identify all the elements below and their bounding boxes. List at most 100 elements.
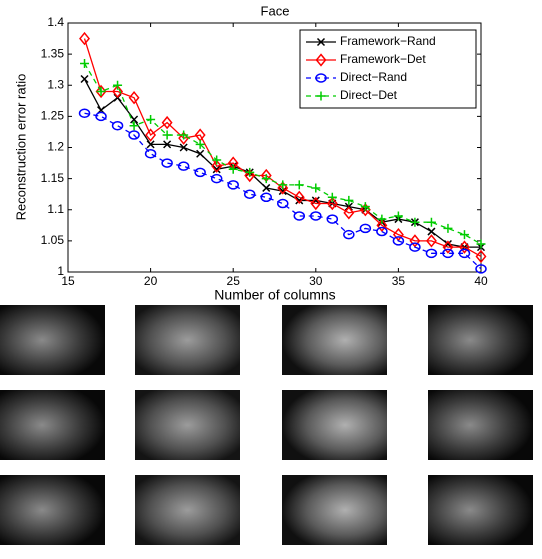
marker [392, 236, 405, 246]
y-tick-label: 1.25 [41, 109, 65, 123]
marker [475, 264, 487, 274]
marker [377, 214, 387, 224]
marker [427, 227, 436, 236]
marker [79, 31, 90, 46]
face-row [0, 475, 533, 545]
marker [245, 167, 255, 177]
marker [130, 115, 139, 124]
marker [359, 203, 371, 217]
marker [95, 84, 107, 99]
x-tick-label: 40 [474, 274, 488, 288]
marker [458, 248, 471, 259]
legend: Framework−Rand Framework−Det Direct−Rand Di… [299, 29, 477, 109]
marker [195, 139, 205, 149]
marker [80, 58, 90, 68]
marker [443, 223, 453, 233]
marker [162, 130, 172, 140]
face-image [135, 305, 240, 375]
y-tick-label: 1 [57, 264, 64, 278]
legend-box [299, 29, 477, 109]
marker [194, 167, 206, 178]
marker [360, 202, 370, 212]
marker [179, 130, 189, 140]
marker [244, 168, 256, 183]
marker [278, 180, 288, 190]
marker [161, 158, 173, 168]
marker [227, 180, 239, 190]
marker [78, 108, 91, 119]
marker [210, 173, 223, 184]
marker [343, 206, 355, 220]
marker [393, 211, 403, 221]
y-tick-label: 1.1 [47, 202, 64, 216]
marker [327, 192, 337, 202]
series-line [84, 112, 482, 270]
marker [409, 242, 421, 252]
marker [179, 143, 188, 152]
face-image [282, 305, 387, 375]
marker [442, 248, 454, 259]
x-tick-label: 15 [61, 274, 75, 288]
marker [212, 155, 222, 165]
marker [343, 229, 355, 240]
marker [243, 189, 256, 199]
legend-marker [316, 37, 326, 47]
y-axis-label: Reconstruction error ratio [13, 74, 28, 221]
legend-marker [316, 91, 326, 101]
chart-title: Face [261, 3, 290, 18]
marker [425, 234, 437, 248]
marker [112, 84, 124, 99]
y-tick-label: 1.35 [41, 46, 65, 60]
marker [262, 183, 271, 192]
marker [359, 223, 372, 234]
marker [261, 174, 271, 184]
marker [459, 230, 469, 240]
y-tick-label: 1.05 [41, 233, 65, 247]
marker [228, 164, 238, 174]
face-image [428, 305, 533, 375]
marker [442, 240, 454, 254]
marker [409, 234, 421, 248]
series [80, 58, 486, 249]
marker [260, 192, 272, 203]
marker [80, 74, 89, 84]
series [78, 108, 487, 274]
y-tick-label: 1.2 [47, 140, 64, 154]
marker [277, 198, 289, 209]
x-tick-label: 35 [392, 274, 406, 288]
marker [293, 211, 306, 221]
legend-marker [315, 53, 327, 67]
face-row [0, 305, 533, 375]
marker [128, 91, 140, 105]
marker [326, 196, 338, 211]
face-image [0, 305, 105, 375]
marker [294, 180, 304, 190]
marker [344, 195, 354, 205]
marker [196, 149, 205, 158]
marker [311, 183, 321, 193]
marker [111, 120, 124, 131]
marker [310, 196, 322, 211]
x-tick-label: 25 [227, 274, 241, 288]
marker [163, 140, 172, 149]
marker [425, 248, 438, 259]
y-tick-label: 1.15 [41, 171, 65, 185]
legend-marker [315, 73, 327, 83]
marker [144, 148, 157, 159]
marker [459, 240, 470, 254]
marker [426, 217, 436, 227]
legend-label: Direct−Rand [340, 70, 407, 84]
marker [293, 190, 305, 204]
marker [326, 214, 339, 224]
marker [146, 114, 156, 124]
marker [113, 80, 123, 90]
marker [475, 249, 487, 264]
marker [310, 211, 322, 221]
marker [128, 130, 140, 140]
marker [146, 140, 155, 149]
marker [129, 121, 139, 131]
face-row [0, 390, 533, 460]
marker [145, 128, 157, 142]
face-images [0, 305, 533, 545]
